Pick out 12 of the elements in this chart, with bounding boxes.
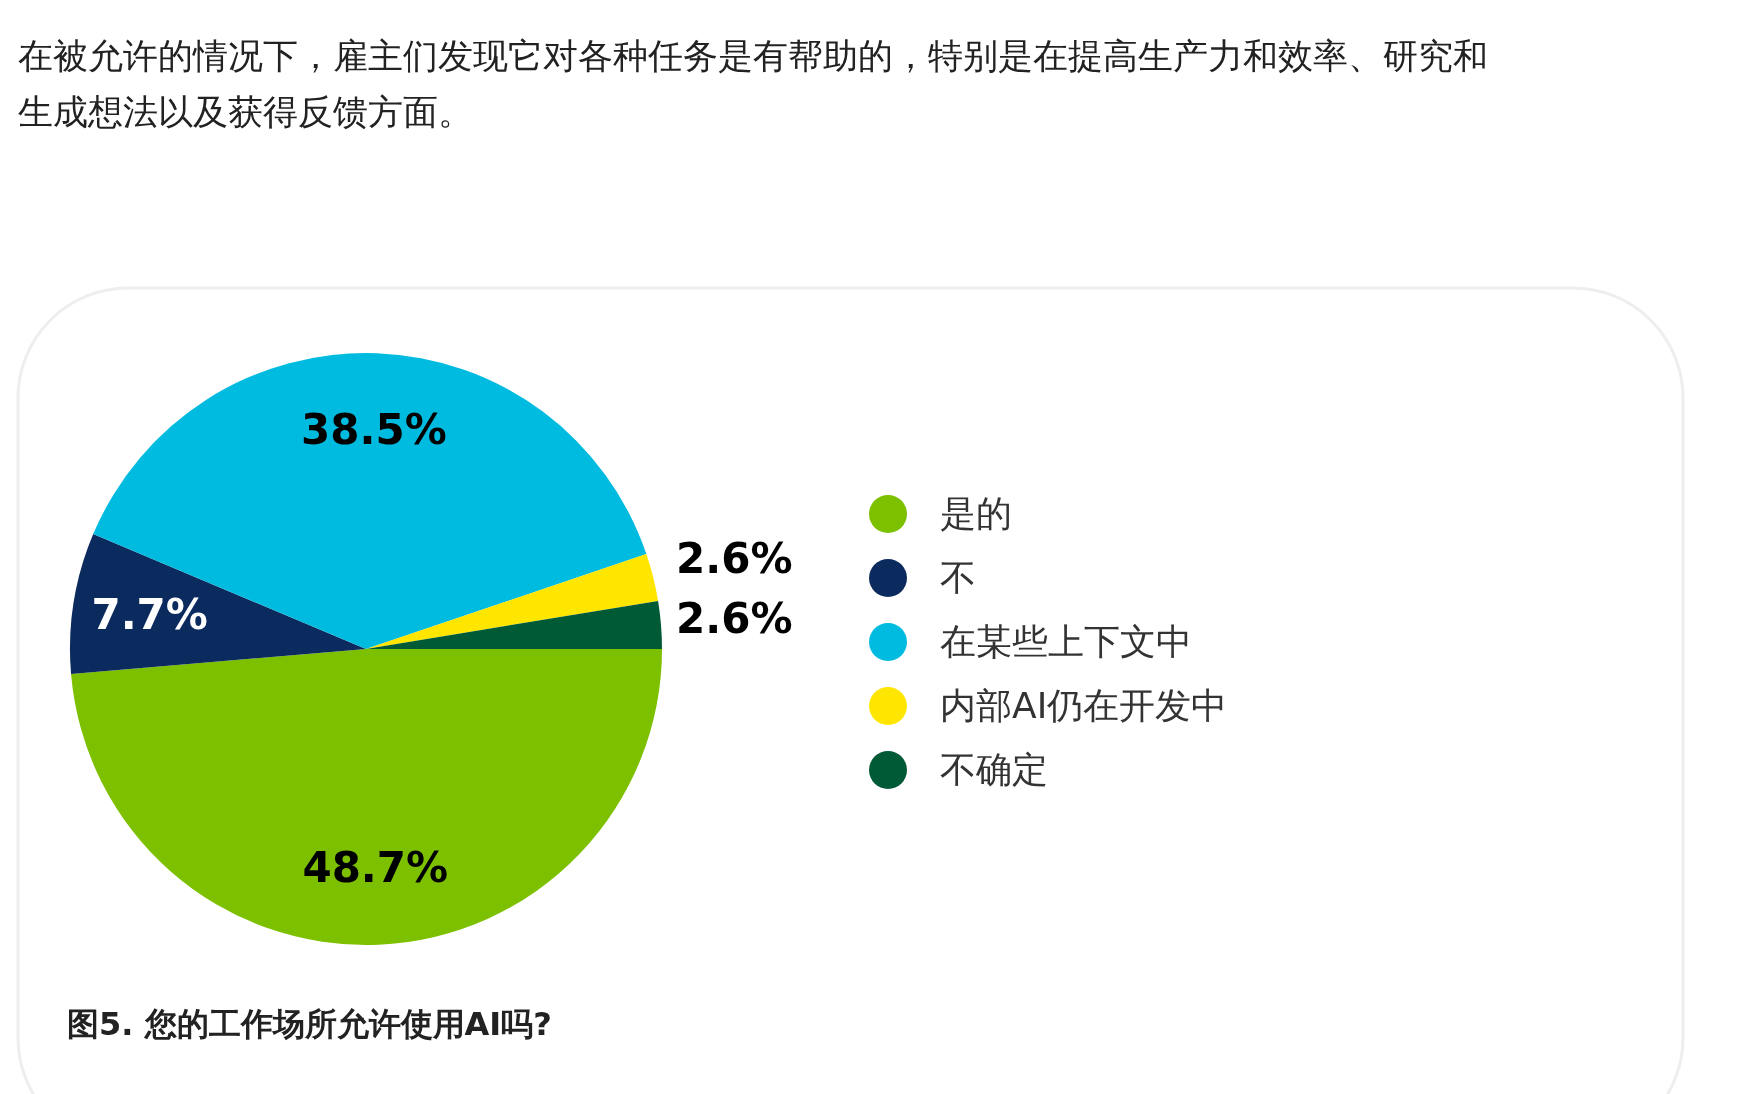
legend-label: 内部AI仍在开发中 <box>940 685 1228 726</box>
data-label: 48.7% <box>302 842 449 892</box>
legend-label: 在某些上下文中 <box>940 621 1192 662</box>
legend-label: 不确定 <box>940 749 1048 790</box>
legend-label: 不 <box>940 557 976 598</box>
data-label: 2.6% <box>676 534 793 584</box>
text: 在被允许的情况下，雇主们发现它对各种任务是有帮助的，特别是在提高生产力和效率、研究和生成想法以及获得反馈方面。 <box>18 35 1489 134</box>
data-label: 7.7% <box>91 589 208 639</box>
text: 图5. 您的工作场所允许使用AI吗? <box>67 1005 552 1043</box>
legend-label: 是的 <box>940 493 1012 534</box>
data-label: 38.5% <box>301 405 447 455</box>
data-label: 2.6% <box>676 593 793 643</box>
